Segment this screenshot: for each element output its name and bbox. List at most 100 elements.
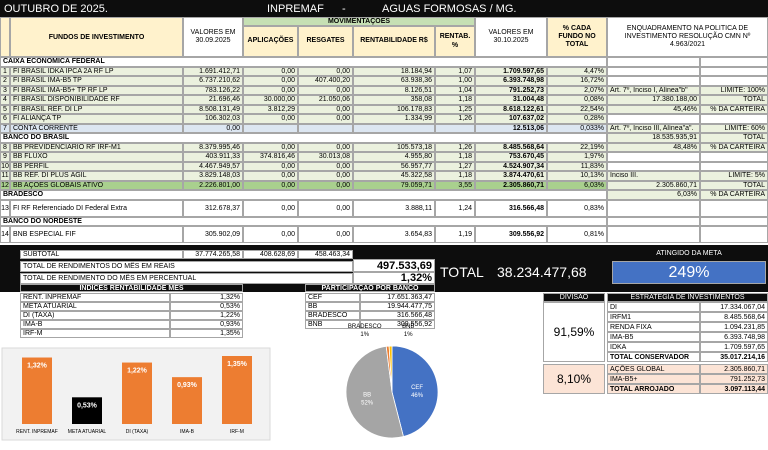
table-cell: 56.957,77: [353, 161, 435, 171]
table-cell: 10: [0, 161, 10, 171]
index-name: IRF-M: [20, 329, 170, 338]
enquadramento-cell: [607, 226, 700, 243]
fund-name: CONTA CORRENTE: [10, 123, 183, 133]
table-cell: 8.126,51: [353, 85, 435, 95]
table-cell: 11: [0, 171, 10, 181]
table-cell: 305.902,09: [183, 226, 243, 243]
table-cell: 791.252,73: [475, 85, 547, 95]
table-cell: 14: [0, 226, 10, 243]
title-separator: -: [342, 2, 346, 15]
pie-label: BNB: [402, 324, 414, 330]
table-cell: 0,00: [243, 226, 298, 243]
bank-value: 316.566,48: [360, 311, 435, 320]
table-cell: 374.816,46: [243, 152, 298, 162]
bar-value-label: 1,32%: [27, 363, 48, 370]
section-row: BANCO DO BRASIL: [0, 133, 607, 143]
enquadramento-cell: [607, 152, 700, 162]
table-title: DIVISÃO: [543, 293, 605, 302]
table-cell: 1,00: [435, 76, 475, 86]
bar-category-label: META ATUARIAL: [68, 429, 107, 435]
bar: [122, 362, 152, 424]
column-header: [0, 17, 10, 57]
index-value: 0,93%: [170, 320, 243, 329]
fund-name: BNB ESPECIAL FIF: [10, 226, 183, 243]
table-cell: 22,19%: [547, 142, 607, 152]
enquadramento-cell: [607, 161, 700, 171]
fund-name: FI ALIANÇA TP: [10, 114, 183, 124]
bar-category-label: RENT. INPREMAF: [16, 429, 58, 435]
table-cell: 1.709.597,65: [475, 66, 547, 76]
table-cell: 8.379.995,46: [183, 142, 243, 152]
bank-value: 19.944.477,75: [360, 302, 435, 311]
table-cell: 3.829.148,03: [183, 171, 243, 181]
table-cell: 7: [0, 123, 10, 133]
table-cell: 358,08: [353, 95, 435, 105]
pie-label: CEF: [411, 385, 423, 391]
table-title: INDICES RENTABILIDADE MÊS: [20, 284, 243, 292]
enquadramento-cell: Art. 7º, Inciso III, Alínea"a".: [607, 123, 700, 133]
table-cell: 1,25: [435, 104, 475, 114]
enquadramento-cell: 45,46%: [607, 104, 700, 114]
table-cell: 316.566,48: [475, 199, 547, 217]
table-cell: 3.874.470,61: [475, 171, 547, 181]
fund-name: BB AÇÕES GLOBAIS ATIVO: [10, 180, 183, 190]
total-value: 497.533,69: [353, 259, 435, 272]
report-month: OUTUBRO DE 2025.: [4, 2, 108, 15]
table-cell: 312.678,37: [183, 199, 243, 217]
top-bar: [0, 0, 768, 17]
enquadramento-cell: 17.380.188,00: [607, 95, 700, 105]
table-cell: 0,83%: [547, 199, 607, 217]
column-header: VALORES EM 30.09.2025: [183, 17, 243, 57]
table-cell: 30.000,00: [243, 95, 298, 105]
table-cell: 1,26: [435, 142, 475, 152]
fund-name: BB FLUXO: [10, 152, 183, 162]
table-cell: 2.226.801,00: [183, 180, 243, 190]
table-cell: 1: [0, 66, 10, 76]
bank-value: 17.651.363,47: [360, 293, 435, 302]
table-cell: 0,00: [298, 161, 353, 171]
subtotal-value: 458.463,34: [298, 250, 353, 259]
division-share: 8,10%: [543, 364, 605, 394]
column-header: FUNDOS DE INVESTIMENTO: [10, 17, 183, 57]
enquadramento-cell: Art. 7º, Inciso I, Alínea"b": [607, 85, 700, 95]
bar-value-label: 0,93%: [177, 382, 198, 389]
fund-name: FI BRASIL REF. DI LP: [10, 104, 183, 114]
table-cell: 0,00: [298, 226, 353, 243]
index-name: DI (TAXA): [20, 311, 170, 320]
bar: [172, 377, 202, 424]
bank-name: BRADESCO: [305, 311, 360, 320]
index-value: 1,35%: [170, 329, 243, 338]
fund-name: BB REF. DI PLUS ÁGIL: [10, 171, 183, 181]
table-cell: 1,97%: [547, 152, 607, 162]
fund-name: FI BRASIL DISPONIBILIDADE RF: [10, 95, 183, 105]
table-cell: 4,47%: [547, 66, 607, 76]
table-cell: 407.400,20: [298, 76, 353, 86]
index-name: RENT. INPREMAF: [20, 293, 170, 302]
table-cell: 18.184,94: [353, 66, 435, 76]
strategy-name: IMA-B5: [607, 332, 700, 342]
table-cell: 6,03%: [547, 180, 607, 190]
table-cell: 1,18: [435, 95, 475, 105]
enquadramento-cell: [607, 114, 700, 124]
enquadramento-cell: Inciso III.: [607, 171, 700, 181]
table-cell: 309.556,92: [475, 226, 547, 243]
table-cell: 106.302,03: [183, 114, 243, 124]
bar-category-label: DI (TAXA): [126, 429, 149, 435]
table-cell: 1.691.412,71: [183, 66, 243, 76]
table-cell: 0,00: [243, 180, 298, 190]
table-cell: 8.508.131,49: [183, 104, 243, 114]
column-group-header: MOVIMENTAÇÕES: [243, 17, 475, 26]
table-cell: 3.888,11: [353, 199, 435, 217]
table-cell: 4.524.907,34: [475, 161, 547, 171]
table-cell: 106.178,83: [353, 104, 435, 114]
pie-label: BB: [363, 393, 371, 399]
fund-name: BB PREVIDENCIÁRIO RF IRF-M1: [10, 142, 183, 152]
index-name: IMA-B: [20, 320, 170, 329]
table-cell: 21.696,46: [183, 95, 243, 105]
table-cell: 6.393.748,98: [475, 76, 547, 86]
table-cell: 1,24: [435, 199, 475, 217]
pie-value-label: 52%: [361, 401, 374, 407]
table-cell: 107.637,02: [475, 114, 547, 124]
enquadramento-cell: [607, 66, 700, 76]
table-cell: [435, 123, 475, 133]
